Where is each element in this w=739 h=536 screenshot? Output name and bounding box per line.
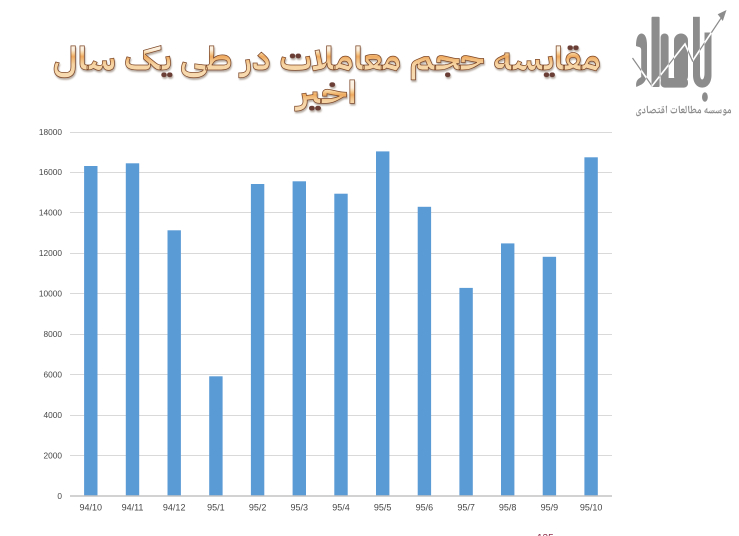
- svg-text:94/11: 94/11: [122, 503, 144, 513]
- svg-text:16000: 16000: [39, 167, 62, 177]
- svg-text:2000: 2000: [44, 450, 63, 460]
- svg-text:95/8: 95/8: [499, 503, 517, 513]
- svg-text:8000: 8000: [44, 329, 63, 339]
- svg-text:95/2: 95/2: [249, 503, 267, 513]
- svg-text:95/3: 95/3: [291, 503, 309, 513]
- svg-text:95/10: 95/10: [580, 503, 603, 513]
- svg-text:95/9: 95/9: [541, 503, 559, 513]
- svg-text:12000: 12000: [39, 248, 62, 258]
- svg-text:94/10: 94/10: [80, 503, 103, 513]
- svg-text:95/1: 95/1: [207, 503, 225, 513]
- svg-text:18000: 18000: [39, 127, 62, 137]
- svg-text:6000: 6000: [44, 370, 63, 380]
- svg-text:4000: 4000: [44, 410, 63, 420]
- svg-text:95/4: 95/4: [332, 503, 350, 513]
- svg-text:14000: 14000: [39, 208, 62, 218]
- svg-text:94/12: 94/12: [163, 503, 186, 513]
- svg-text:95/6: 95/6: [416, 503, 434, 513]
- svg-text:10000: 10000: [39, 289, 62, 299]
- svg-text:95/5: 95/5: [374, 503, 392, 513]
- svg-text:135: 135: [537, 533, 554, 536]
- svg-text:0: 0: [57, 491, 62, 501]
- svg-text:95/7: 95/7: [457, 503, 475, 513]
